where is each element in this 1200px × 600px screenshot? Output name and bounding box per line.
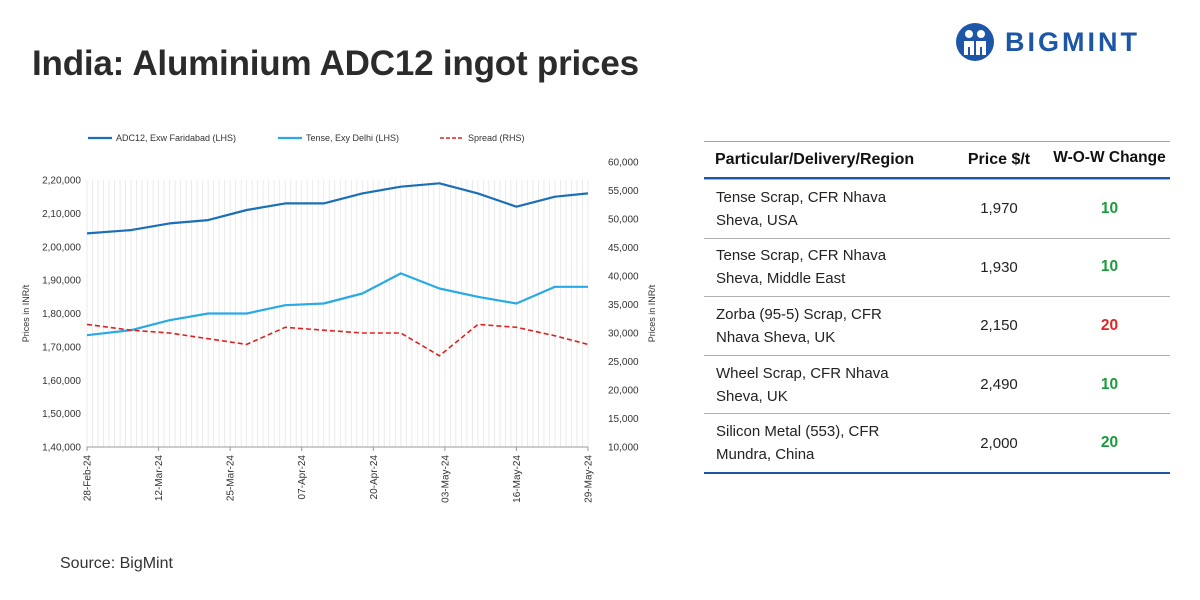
chart-grid [86,180,589,447]
y-right-tick-label: 50,000 [608,215,639,226]
source-note: Source: BigMint [60,555,173,572]
particular-line-2: Nhava Sheva, UK [716,328,836,346]
y-left-tick-label: 1,70,000 [42,342,81,353]
chart-axes: 1,40,000 1,50,000 1,60,000 1,70,000 1,80,000… [21,158,657,503]
x-tick-label: 28-Feb-24 [83,455,94,502]
header-particular: Particular/Delivery/Region [715,150,915,168]
particular-line-1: Silicon Metal (553), CFR [716,423,880,441]
price-cell: 2,150 [980,317,1018,335]
series-line-2 [86,323,589,357]
change-cell: 10 [1100,258,1119,276]
particular-line-1: Zorba (95-5) Scrap, CFR [716,305,882,323]
logo-text: BIGMINT [1005,26,1140,57]
x-tick-label: 07-Apr-24 [297,455,308,500]
particular-line-2: Sheva, UK [716,387,788,405]
x-tick-label: 25-Mar-24 [226,455,237,502]
table-header: Particular/Delivery/Region Price $/t W-O… [704,142,1170,179]
y-right-tick-label: 10,000 [608,443,639,454]
bigmint-logo-icon [956,23,994,61]
series-line-0 [86,182,589,235]
price-table: Particular/Delivery/Region Price $/t W-O… [704,141,1170,474]
change-cell: 10 [1100,375,1119,393]
chart-legend: ADC12, Exw Faridabad (LHS) Tense, Exy Del… [88,133,525,143]
particular-line-2: Sheva, USA [716,211,798,229]
header-wow-change: W-O-W Change [1053,148,1166,166]
table-row: Zorba (95-5) Scrap, CFR Nhava Sheva, UK 2… [704,296,1170,355]
y-right-tick-label: 15,000 [608,414,639,425]
y-left-tick-label: 2,20,000 [42,176,81,187]
table-row: Silicon Metal (553), CFR Mundra, China 2,… [704,413,1170,472]
particular-line-1: Tense Scrap, CFR Nhava [716,188,887,206]
line-chart-svg: 1,40,000 1,50,000 1,60,000 1,70,000 1,80,000… [21,133,657,503]
brand-logo: BIGMINT [955,20,1165,64]
particular-line-1: Tense Scrap, CFR Nhava [716,247,887,265]
legend-label: Tense, Exy Delhi (LHS) [306,133,399,143]
x-tick-label: 29-May-24 [584,455,595,503]
y-right-tick-label: 30,000 [608,329,639,340]
price-chart: 1,40,000 1,50,000 1,60,000 1,70,000 1,80,000… [0,120,660,520]
y-right-tick-label: 20,000 [608,386,639,397]
y-right-tick-label: 35,000 [608,300,639,311]
y-right-tick-label: 25,000 [608,357,639,368]
header-price: Price $/t [967,150,1031,168]
particular-cell: Silicon Metal (553), CFR Mundra, China [704,420,949,466]
particular-cell: Wheel Scrap, CFR Nhava Sheva, UK [704,362,949,408]
y-left-tick-label: 1,60,000 [42,376,81,387]
change-cell: 10 [1100,199,1119,217]
x-tick-label: 03-May-24 [440,455,451,503]
x-tick-label: 20-Apr-24 [369,455,380,500]
legend-label: ADC12, Exw Faridabad (LHS) [116,133,236,143]
y-right-tick-label: 60,000 [608,158,639,169]
change-cell: 20 [1100,434,1119,452]
y-right-tick-label: 55,000 [608,186,639,197]
y-left-tick-label: 2,10,000 [42,209,81,220]
particular-cell: Tense Scrap, CFR Nhava Sheva, USA [704,186,949,232]
particular-line-2: Sheva, Middle East [716,270,846,288]
legend-label: Spread (RHS) [468,133,525,143]
price-cell: 2,000 [980,434,1018,452]
y-right-axis-title: Prices in INR/t [647,284,657,342]
price-cell: 1,970 [980,200,1018,218]
table-row: Tense Scrap, CFR Nhava Sheva, Middle East… [704,237,1170,297]
y-left-tick-label: 1,80,000 [42,309,81,320]
table-row: Wheel Scrap, CFR Nhava Sheva, UK 2,490 10 [704,354,1170,414]
y-left-tick-label: 1,90,000 [42,276,81,287]
particular-cell: Zorba (95-5) Scrap, CFR Nhava Sheva, UK [704,303,949,349]
price-cell: 1,930 [980,258,1018,276]
y-left-tick-label: 2,00,000 [42,242,81,253]
x-tick-label: 12-Mar-24 [154,455,165,502]
table-row: Tense Scrap, CFR Nhava Sheva, USA 1,970 1… [704,179,1170,238]
x-tick-label: 16-May-24 [512,455,523,503]
change-cell: 20 [1100,316,1119,334]
y-right-tick-label: 40,000 [608,272,639,283]
particular-line-2: Mundra, China [716,446,815,464]
particular-cell: Tense Scrap, CFR Nhava Sheva, Middle East [704,244,949,290]
y-left-tick-label: 1,50,000 [42,409,81,420]
y-left-axis-title: Prices in INR/t [21,284,31,342]
series-line-1 [86,272,588,337]
chart-series [86,182,589,357]
page-title: India: Aluminium ADC12 ingot prices [32,44,639,83]
y-right-tick-label: 45,000 [608,243,639,254]
y-left-tick-label: 1,40,000 [42,443,81,454]
price-cell: 2,490 [980,376,1018,394]
particular-line-1: Wheel Scrap, CFR Nhava [716,364,889,382]
